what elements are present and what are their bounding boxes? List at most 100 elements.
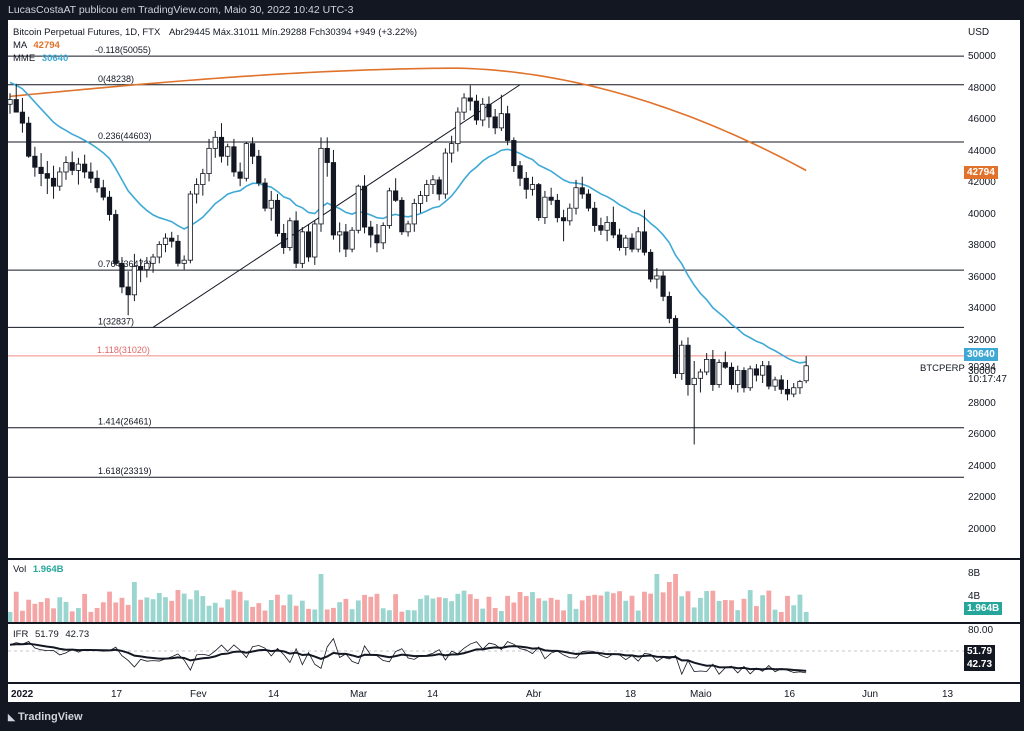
volume-bar xyxy=(312,609,318,622)
candle-body xyxy=(399,199,405,233)
candle-body xyxy=(629,237,635,250)
volume-bar xyxy=(785,595,790,622)
candle-body xyxy=(784,388,791,395)
ifr-legend[interactable]: IFR 51.79 42.73 xyxy=(13,629,89,640)
vol-legend-label: Vol xyxy=(13,564,27,575)
volume-bar xyxy=(306,608,311,622)
candle-body xyxy=(318,147,324,225)
candle-body xyxy=(523,177,529,190)
candle-body xyxy=(169,237,175,242)
candle-body xyxy=(337,231,343,236)
volume-bar xyxy=(125,604,131,622)
volume-bar xyxy=(648,593,654,622)
volume-bar xyxy=(163,597,168,622)
ma-legend-label: MA xyxy=(13,40,27,51)
volume-bar xyxy=(212,602,218,622)
vol-tick-8b: 8B xyxy=(968,568,981,579)
candle-body xyxy=(386,190,393,226)
volume-bar xyxy=(610,593,616,622)
volume-bar xyxy=(44,598,50,622)
candle-body xyxy=(355,185,361,231)
mme-legend[interactable]: MME 30640 xyxy=(13,53,68,64)
x-tick-abr18: 18 xyxy=(625,689,637,700)
volume-bar xyxy=(778,611,784,622)
volume-bar xyxy=(461,590,467,622)
volume-bar xyxy=(492,607,498,622)
fib-label: 0.236(44603) xyxy=(98,131,152,141)
volume-bar xyxy=(393,594,399,622)
ma-legend[interactable]: MA 42794 xyxy=(13,40,60,51)
volume-bar xyxy=(449,601,455,622)
price-tick: 40000 xyxy=(968,208,996,220)
candle-body xyxy=(26,122,32,157)
candle-body xyxy=(349,229,355,250)
mme-line xyxy=(9,81,807,364)
candle-body xyxy=(237,171,243,179)
volume-bar xyxy=(94,607,100,622)
candle-body xyxy=(231,146,237,173)
candle-body xyxy=(330,162,337,236)
candle-body xyxy=(88,171,94,179)
candle-body xyxy=(8,99,13,105)
fib-label: -0.118(50055) xyxy=(95,45,151,55)
price-tick: 32000 xyxy=(968,334,996,346)
price-tick: 24000 xyxy=(968,460,996,472)
candle-body xyxy=(361,185,368,228)
price-tick: 30000 xyxy=(968,366,996,377)
volume-panel[interactable] xyxy=(8,560,964,622)
candle-body xyxy=(82,163,88,173)
volume-bar xyxy=(262,610,268,622)
candle-body xyxy=(187,193,193,261)
volume-bar xyxy=(747,590,753,622)
candle-body xyxy=(666,295,672,319)
candle-body xyxy=(473,100,480,121)
volume-bar xyxy=(704,591,710,622)
x-tick-jun13: 13 xyxy=(942,689,954,700)
candle-body xyxy=(529,184,536,190)
price-chart[interactable]: -0.118(50055) 0(48238) 0.236(44603) 0.764(3… xyxy=(8,20,964,558)
volume-bar xyxy=(430,598,436,622)
candle-body xyxy=(299,231,305,264)
candle-body xyxy=(760,365,766,376)
volume-bar xyxy=(592,594,598,622)
candle-body xyxy=(766,365,772,387)
candle-body xyxy=(405,223,411,233)
ifr-panel[interactable] xyxy=(8,624,964,682)
candle-body xyxy=(368,226,374,236)
volume-bar xyxy=(418,598,423,622)
tradingview-logo-icon: ◣ xyxy=(8,712,15,722)
volume-bar xyxy=(38,602,44,622)
volume-bar xyxy=(498,611,504,622)
candle-body xyxy=(256,155,262,184)
price-tick: 36000 xyxy=(968,271,996,283)
volume-bar xyxy=(760,595,766,622)
candle-body xyxy=(716,362,722,385)
volume-bar xyxy=(187,599,193,622)
volume-bar xyxy=(642,591,647,622)
time-axis[interactable] xyxy=(8,684,1020,702)
volume-bar xyxy=(660,592,666,622)
volume-bar xyxy=(225,599,231,622)
candle-body xyxy=(106,196,113,215)
x-tick-2022: 2022 xyxy=(11,689,34,700)
candle-body xyxy=(305,231,312,258)
vol-legend[interactable]: Vol 1.964B xyxy=(13,564,64,575)
volume-bar xyxy=(194,590,199,622)
price-axis[interactable] xyxy=(964,20,1020,558)
candle-body xyxy=(200,173,206,185)
candle-body xyxy=(156,244,162,258)
candle-body xyxy=(467,97,473,102)
volume-bar xyxy=(685,591,691,622)
volume-bar xyxy=(654,574,660,622)
candle-body xyxy=(75,163,82,171)
volume-bar xyxy=(100,602,106,622)
candle-body xyxy=(648,251,654,280)
volume-bar xyxy=(803,612,809,622)
price-tick: 46000 xyxy=(968,114,996,125)
volume-bar xyxy=(436,597,442,622)
tradingview-logo[interactable]: ◣ TradingView xyxy=(8,711,83,723)
mme-legend-value: 30640 xyxy=(41,53,69,64)
price-panel[interactable]: -0.118(50055) 0(48238) 0.236(44603) 0.764(3… xyxy=(8,20,964,558)
candle-body xyxy=(641,231,648,253)
volume-bar xyxy=(219,607,224,622)
